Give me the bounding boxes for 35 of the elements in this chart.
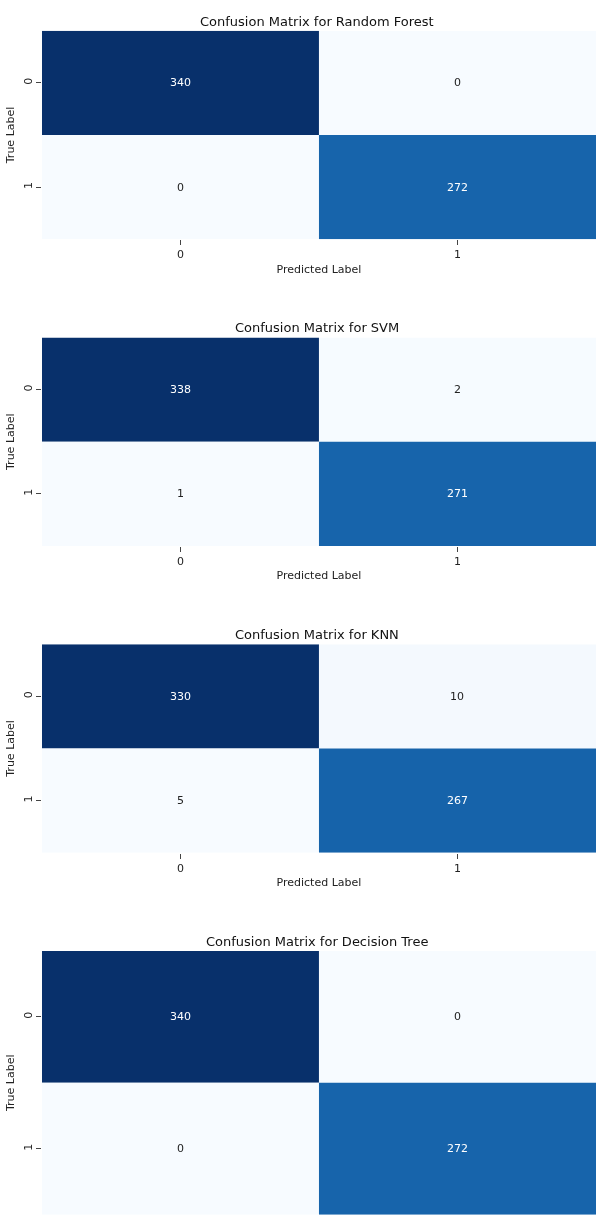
- y-tick-label: 0: [21, 384, 35, 392]
- y-axis-title: True Label: [4, 1054, 18, 1113]
- chart-title: Confusion Matrix for KNN: [235, 627, 399, 642]
- data-label: 2: [454, 383, 461, 396]
- y-tick-label: 0: [21, 77, 35, 85]
- data-label: 0: [454, 76, 461, 89]
- y-axis-title: True Label: [4, 106, 18, 165]
- data-label: 10: [450, 690, 464, 703]
- data-label: 340: [170, 1010, 191, 1023]
- y-tick-label: 0: [21, 1011, 35, 1019]
- data-label: 330: [170, 690, 191, 703]
- data-label: 271: [447, 487, 468, 500]
- y-tick-label: 1: [21, 1143, 35, 1151]
- data-label: 5: [177, 794, 184, 807]
- chart-title: Confusion Matrix for SVM: [235, 320, 400, 335]
- y-axis-title: True Label: [4, 720, 18, 778]
- y-tick-label: 1: [21, 181, 35, 189]
- x-axis-title: Predicted Label: [276, 262, 362, 276]
- data-label: 0: [454, 1010, 461, 1023]
- data-label: 0: [177, 181, 184, 194]
- data-label: 338: [170, 383, 191, 396]
- chart-title: Confusion Matrix for Decision Tree: [206, 934, 429, 949]
- y-tick-label: 1: [21, 488, 35, 496]
- data-label: 0: [177, 1142, 184, 1155]
- y-tick-label: 1: [21, 795, 35, 803]
- data-label: 1: [177, 487, 184, 500]
- data-label: 267: [447, 794, 468, 807]
- data-label: 340: [170, 76, 191, 89]
- x-axis-title: Predicted Label: [276, 569, 362, 583]
- y-axis-title: True Label: [4, 413, 18, 471]
- chart-title: Confusion Matrix for Random Forest: [200, 14, 434, 29]
- data-label: 272: [447, 181, 468, 194]
- data-label: 272: [447, 1142, 468, 1155]
- x-axis-title: Predicted Label: [276, 876, 362, 890]
- y-tick-label: 0: [21, 691, 35, 699]
